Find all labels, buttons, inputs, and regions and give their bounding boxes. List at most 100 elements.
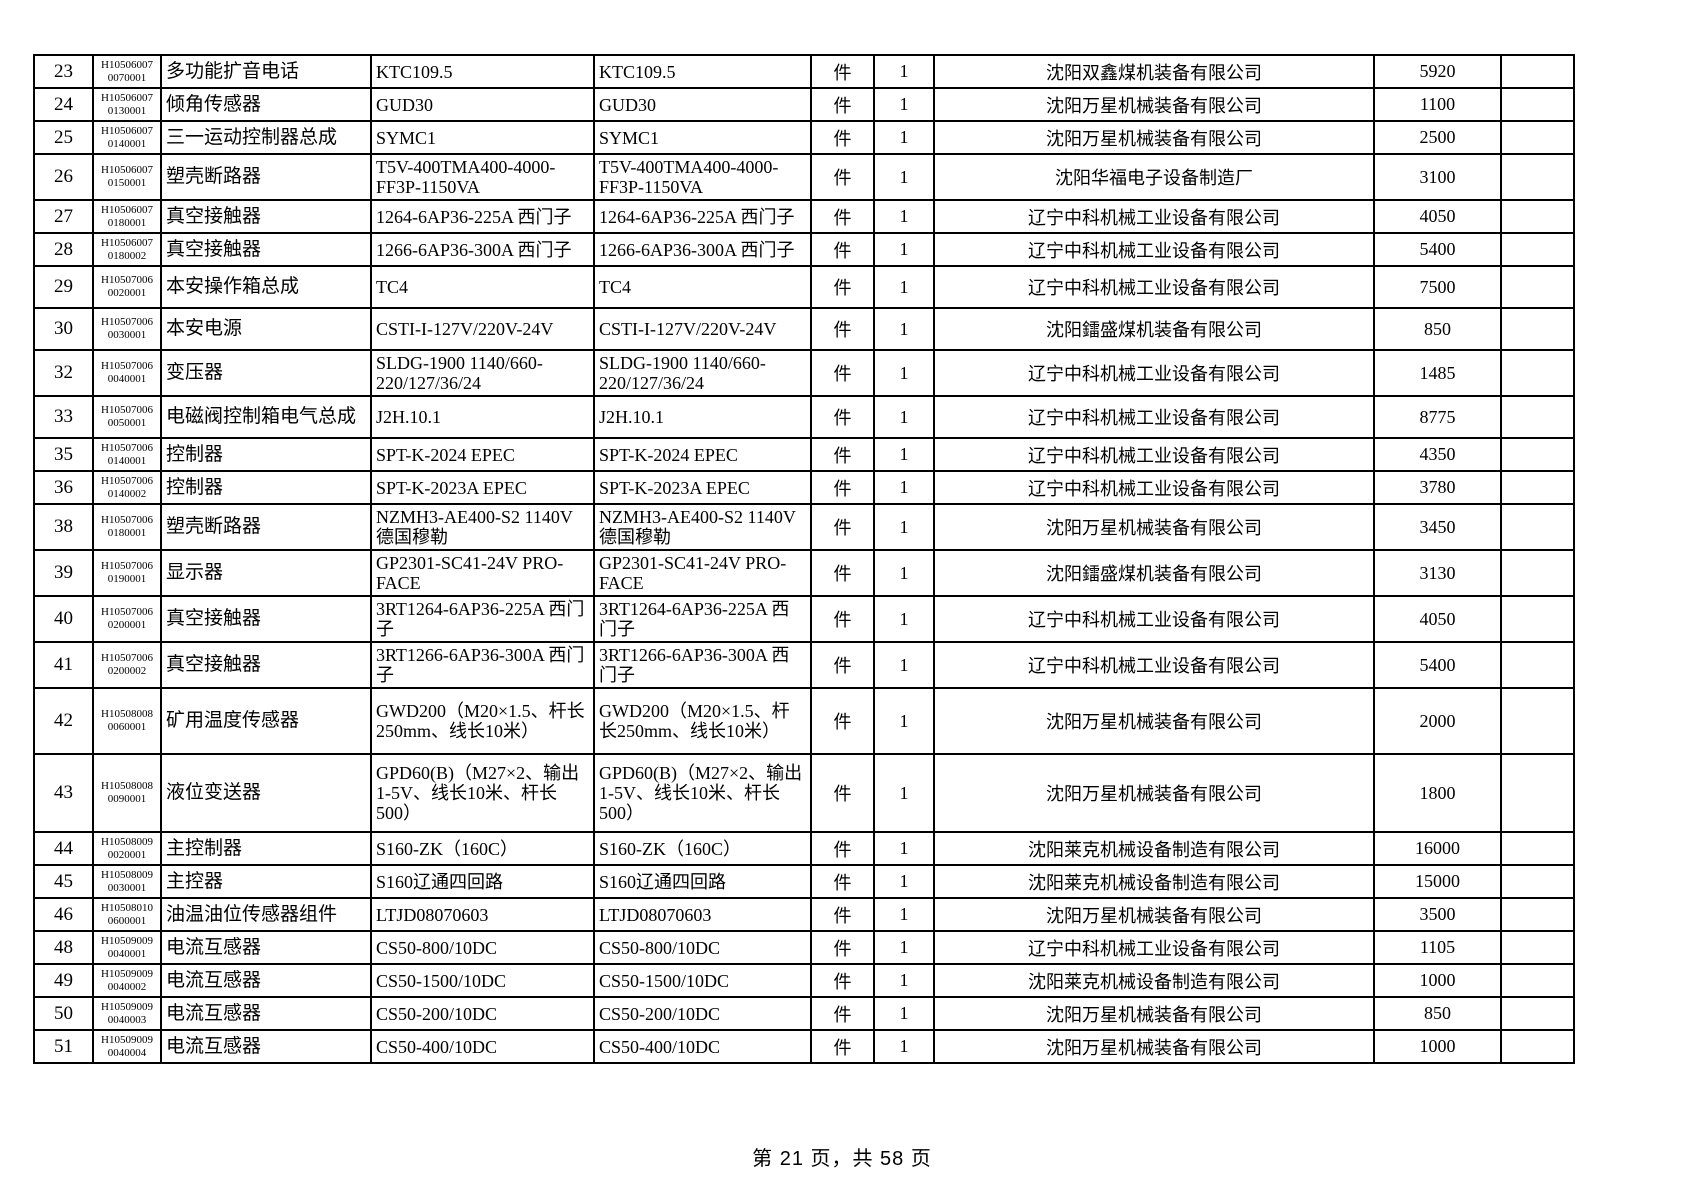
cell-unit: 件 (810, 864, 875, 899)
cell-spec-model: SYMC1 (370, 120, 595, 155)
cell-spec-model-2: CS50-1500/10DC (593, 963, 812, 998)
cell-spec-model: CS50-400/10DC (370, 1029, 595, 1064)
cell-spec-model: SLDG-1900 1140/660-220/127/36/24 (370, 349, 595, 397)
cell-unit: 件 (810, 996, 875, 1031)
cell-unit-price: 1105 (1373, 930, 1502, 965)
cell-spec-model: T5V-400TMA400-4000-FF3P-1150VA (370, 153, 595, 201)
cell-row-number: 29 (33, 265, 94, 309)
cell-spec-model: GWD200（M20×1.5、杆长250mm、线长10米） (370, 687, 595, 755)
cell-spec-model: SPT-K-2024 EPEC (370, 437, 595, 472)
cell-unit: 件 (810, 549, 875, 597)
cell-quantity: 1 (873, 120, 935, 155)
cell-unit-price: 850 (1373, 996, 1502, 1031)
cell-unit: 件 (810, 930, 875, 965)
cell-row-number: 33 (33, 395, 94, 439)
cell-part-name: 塑壳断路器 (160, 153, 372, 201)
cell-manufacturer: 辽宁中科机械工业设备有限公司 (933, 265, 1375, 309)
cell-material-code: H10506007 0150001 (92, 153, 162, 201)
cell-empty (1500, 54, 1575, 89)
cell-material-code: H10508009 0030001 (92, 864, 162, 899)
cell-unit-price: 5400 (1373, 641, 1502, 689)
cell-empty (1500, 595, 1575, 643)
cell-unit-price: 4350 (1373, 437, 1502, 472)
cell-unit-price: 4050 (1373, 199, 1502, 234)
cell-empty (1500, 687, 1575, 755)
cell-part-name: 电流互感器 (160, 963, 372, 998)
cell-part-name: 真空接触器 (160, 595, 372, 643)
cell-spec-model: 1266-6AP36-300A 西门子 (370, 232, 595, 267)
cell-unit-price: 2000 (1373, 687, 1502, 755)
cell-empty (1500, 503, 1575, 551)
table-row: 40 H10507006 0200001 真空接触器 3RT1264-6AP36-225… (33, 595, 1575, 643)
cell-part-name: 多功能扩音电话 (160, 54, 372, 89)
cell-manufacturer: 辽宁中科机械工业设备有限公司 (933, 199, 1375, 234)
cell-material-code: H10507006 0020001 (92, 265, 162, 309)
cell-unit-price: 1100 (1373, 87, 1502, 122)
cell-empty (1500, 199, 1575, 234)
cell-row-number: 44 (33, 831, 94, 866)
cell-empty (1500, 753, 1575, 833)
cell-spec-model-2: J2H.10.1 (593, 395, 812, 439)
cell-row-number: 23 (33, 54, 94, 89)
cell-empty (1500, 437, 1575, 472)
cell-spec-model-2: GWD200（M20×1.5、杆长250mm、线长10米） (593, 687, 812, 755)
cell-manufacturer: 沈阳万星机械装备有限公司 (933, 503, 1375, 551)
cell-row-number: 26 (33, 153, 94, 201)
cell-manufacturer: 辽宁中科机械工业设备有限公司 (933, 930, 1375, 965)
cell-unit-price: 15000 (1373, 864, 1502, 899)
cell-spec-model-2: CS50-200/10DC (593, 996, 812, 1031)
cell-unit: 件 (810, 831, 875, 866)
table-row: 50 H10509009 0040003 电流互感器 CS50-200/10DC CS50… (33, 996, 1575, 1031)
cell-spec-model-2: S160辽通四回路 (593, 864, 812, 899)
cell-manufacturer: 沈阳万星机械装备有限公司 (933, 1029, 1375, 1064)
cell-quantity: 1 (873, 470, 935, 505)
cell-manufacturer: 辽宁中科机械工业设备有限公司 (933, 232, 1375, 267)
cell-part-name: 电流互感器 (160, 930, 372, 965)
table-row: 42 H10508008 0060001 矿用温度传感器 GWD200（M20×1.5、… (33, 687, 1575, 755)
cell-empty (1500, 349, 1575, 397)
cell-spec-model-2: S160-ZK（160C） (593, 831, 812, 866)
parts-table: 23 H10506007 0070001 多功能扩音电话 KTC109.5 KTC109.… (33, 54, 1575, 1064)
cell-spec-model: LTJD08070603 (370, 897, 595, 932)
cell-manufacturer: 辽宁中科机械工业设备有限公司 (933, 470, 1375, 505)
cell-material-code: H10507006 0040001 (92, 349, 162, 397)
cell-unit-price: 3780 (1373, 470, 1502, 505)
cell-material-code: H10506007 0130001 (92, 87, 162, 122)
cell-unit: 件 (810, 87, 875, 122)
cell-quantity: 1 (873, 437, 935, 472)
cell-part-name: 倾角传感器 (160, 87, 372, 122)
cell-row-number: 30 (33, 307, 94, 351)
table-row: 27 H10506007 0180001 真空接触器 1264-6AP36-225A 西… (33, 199, 1575, 234)
cell-quantity: 1 (873, 87, 935, 122)
table-row: 33 H10507006 0050001 电磁阀控制箱电气总成 J2H.10.1 J2H.… (33, 395, 1575, 439)
cell-empty (1500, 930, 1575, 965)
cell-quantity: 1 (873, 265, 935, 309)
table-row: 29 H10507006 0020001 本安操作箱总成 TC4 TC4 件 1 辽宁中科机械工… (33, 265, 1575, 309)
table-row: 41 H10507006 0200002 真空接触器 3RT1266-6AP36-300… (33, 641, 1575, 689)
cell-part-name: 真空接触器 (160, 232, 372, 267)
cell-manufacturer: 辽宁中科机械工业设备有限公司 (933, 349, 1375, 397)
cell-unit: 件 (810, 963, 875, 998)
cell-material-code: H10506007 0140001 (92, 120, 162, 155)
cell-empty (1500, 87, 1575, 122)
cell-manufacturer: 沈阳万星机械装备有限公司 (933, 87, 1375, 122)
cell-part-name: 电流互感器 (160, 1029, 372, 1064)
cell-spec-model: S160-ZK（160C） (370, 831, 595, 866)
cell-manufacturer: 沈阳双鑫煤机装备有限公司 (933, 54, 1375, 89)
cell-spec-model-2: 1264-6AP36-225A 西门子 (593, 199, 812, 234)
table-row: 36 H10507006 0140002 控制器 SPT-K-2023A EPEC SPT… (33, 470, 1575, 505)
cell-unit-price: 8775 (1373, 395, 1502, 439)
cell-unit: 件 (810, 54, 875, 89)
cell-unit-price: 3450 (1373, 503, 1502, 551)
table-row: 24 H10506007 0130001 倾角传感器 GUD30 GUD30 件 1 沈阳万星机… (33, 87, 1575, 122)
cell-empty (1500, 120, 1575, 155)
cell-material-code: H10509009 0040002 (92, 963, 162, 998)
cell-quantity: 1 (873, 753, 935, 833)
cell-part-name: 主控制器 (160, 831, 372, 866)
cell-spec-model: GUD30 (370, 87, 595, 122)
cell-row-number: 24 (33, 87, 94, 122)
cell-quantity: 1 (873, 930, 935, 965)
cell-spec-model: 3RT1264-6AP36-225A 西门子 (370, 595, 595, 643)
cell-manufacturer: 辽宁中科机械工业设备有限公司 (933, 595, 1375, 643)
cell-unit: 件 (810, 199, 875, 234)
